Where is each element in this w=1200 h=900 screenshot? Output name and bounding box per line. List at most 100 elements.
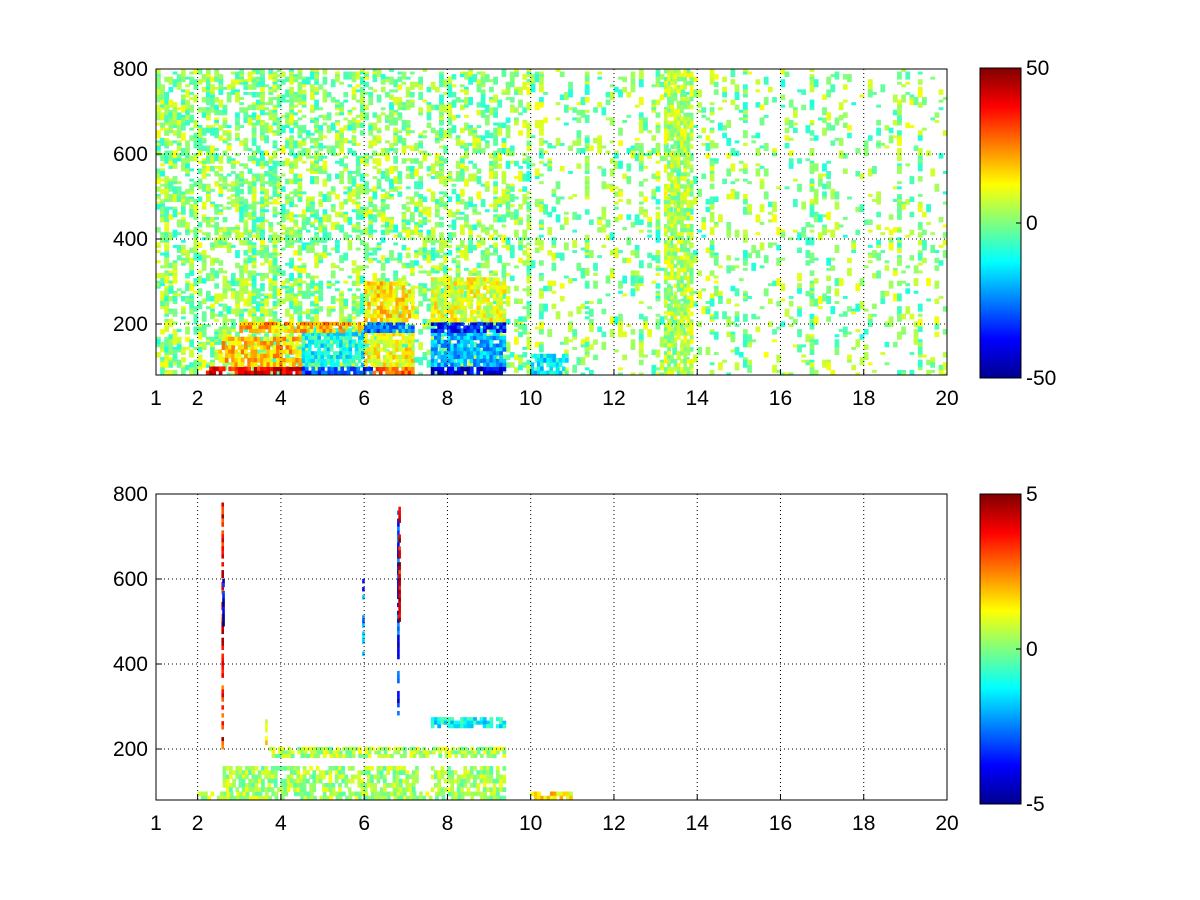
heatmap-cell [522, 186, 528, 192]
heatmap-cell [751, 262, 757, 271]
heatmap-cell [247, 76, 253, 83]
heatmap-cell [239, 293, 245, 302]
heatmap-cell [172, 181, 178, 185]
heatmap-cell [176, 196, 182, 202]
heatmap-cell [247, 358, 251, 363]
heatmap-cell [311, 351, 315, 356]
heatmap-cell [326, 355, 331, 360]
heatmap-cell [310, 91, 315, 100]
heatmap-cell [705, 247, 711, 253]
heatmap-cell [822, 232, 827, 236]
heatmap-cell [231, 349, 235, 355]
heatmap-cell [197, 130, 203, 139]
heatmap-cell [372, 229, 378, 233]
heatmap-cell [298, 358, 303, 363]
heatmap-cell [322, 69, 328, 75]
heatmap-cell [684, 178, 690, 182]
heatmap-cell [743, 94, 748, 98]
heatmap-cell [260, 191, 265, 195]
heatmap-cell [260, 366, 264, 372]
heatmap-cell [243, 260, 249, 264]
heatmap-cell [643, 321, 648, 330]
heatmap-cell [164, 372, 170, 375]
heatmap-cell [422, 69, 428, 72]
heatmap-cell [747, 204, 752, 213]
heatmap-cell [776, 262, 782, 266]
heatmap-cell [235, 178, 240, 187]
heatmap-cell [364, 173, 369, 177]
heatmap-cell [355, 168, 361, 177]
heatmap-cell [260, 250, 265, 259]
heatmap-cell [497, 153, 503, 162]
heatmap-cell [447, 117, 453, 126]
heatmap-cell [230, 163, 236, 169]
heatmap-cell [394, 366, 399, 372]
heatmap-cell [297, 109, 303, 113]
heatmap-cell [505, 295, 511, 302]
heatmap-cell [310, 145, 315, 149]
heatmap-cell [838, 224, 844, 228]
heatmap-cell [934, 298, 940, 304]
heatmap-cell [393, 117, 399, 126]
heatmap-cell [476, 222, 482, 228]
heatmap-cell [647, 306, 653, 310]
heatmap-cell [597, 255, 603, 259]
heatmap-cell [780, 298, 786, 302]
heatmap-cell [243, 142, 249, 151]
heatmap-cell [210, 275, 215, 282]
heatmap-cell [530, 163, 536, 167]
heatmap-cell [272, 331, 278, 335]
heatmap-cell [214, 120, 220, 123]
heatmap-cell [247, 352, 253, 361]
heatmap-cell [930, 171, 936, 174]
heatmap-cell [401, 211, 407, 215]
heatmap-cell [767, 283, 773, 287]
heatmap-cell [226, 158, 232, 162]
heatmap-cell [468, 142, 473, 146]
heatmap-cell [922, 229, 927, 236]
heatmap-cell [272, 311, 278, 315]
heatmap-cell [193, 237, 199, 241]
heatmap-cell [897, 186, 902, 190]
heatmap-cell [197, 142, 203, 151]
heatmap-cell [905, 288, 911, 294]
heatmap-cell [218, 353, 223, 359]
heatmap-cell [518, 99, 523, 108]
heatmap-cell [330, 122, 336, 131]
heatmap-cell [459, 71, 465, 75]
heatmap-cell [897, 109, 902, 118]
heatmap-cell [193, 239, 199, 243]
heatmap-cell [289, 331, 294, 335]
heatmap-cell [709, 204, 715, 210]
heatmap-cell [180, 148, 186, 157]
heatmap-cell [468, 76, 473, 85]
heatmap-cell [343, 137, 349, 144]
heatmap-cell [335, 227, 340, 231]
heatmap-cell [297, 285, 303, 289]
heatmap-cell [676, 142, 682, 149]
heatmap-cell [813, 339, 819, 345]
heatmap-cell [268, 91, 274, 95]
heatmap-cell [222, 130, 228, 136]
heatmap-cell [905, 163, 911, 167]
heatmap-cell [218, 329, 224, 335]
heatmap-cell [218, 293, 224, 302]
heatmap-cell [822, 127, 827, 136]
heatmap-cell [726, 137, 732, 146]
heatmap-cell [888, 127, 894, 134]
heatmap-cell [855, 339, 861, 348]
heatmap-cell [867, 135, 873, 141]
heatmap-cell [826, 229, 832, 233]
heatmap-cell [397, 171, 403, 174]
heatmap-cell [447, 370, 451, 375]
heatmap-cell [285, 349, 290, 355]
heatmap-cell [409, 102, 415, 108]
heatmap-cell [409, 91, 415, 98]
heatmap-cell [156, 196, 161, 200]
heatmap-cell [822, 163, 827, 172]
heatmap-cell [447, 244, 453, 248]
heatmap-cell [501, 171, 507, 180]
heatmap-cell [734, 91, 740, 100]
heatmap-cell [638, 145, 644, 154]
heatmap-cell [601, 244, 607, 248]
